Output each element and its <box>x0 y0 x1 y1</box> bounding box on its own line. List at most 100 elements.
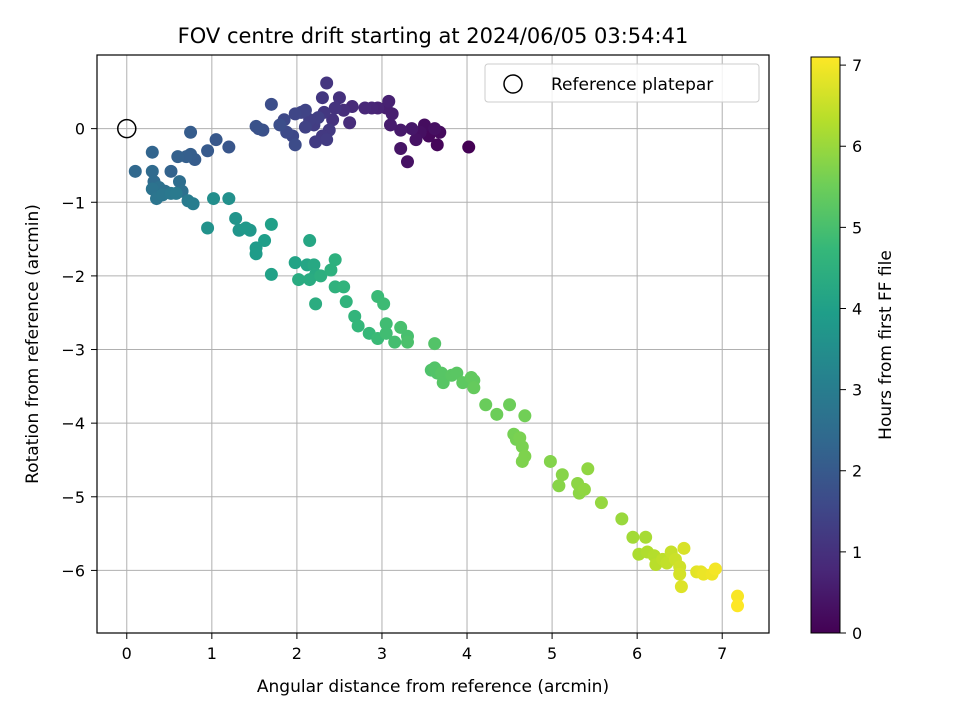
y-tick-label-3: −3 <box>61 341 85 360</box>
x-tick-label-6: 6 <box>632 644 642 663</box>
data-point-161 <box>731 599 745 613</box>
data-point-26 <box>315 91 329 105</box>
data-point-81 <box>258 234 272 248</box>
data-point-35 <box>298 120 312 134</box>
data-point-48 <box>222 140 236 154</box>
data-point-47 <box>249 119 263 133</box>
data-point-91 <box>309 297 323 311</box>
data-point-73 <box>222 192 236 206</box>
data-point-22 <box>332 91 346 105</box>
data-point-109 <box>400 335 414 349</box>
data-point-97 <box>339 295 353 309</box>
data-point-86 <box>303 234 317 248</box>
data-point-153 <box>677 541 691 555</box>
data-point-106 <box>388 335 402 349</box>
y-tick-label-4: −4 <box>61 414 85 433</box>
data-point-138 <box>581 462 595 476</box>
data-point-89 <box>303 273 317 287</box>
data-point-159 <box>708 562 722 576</box>
data-point-50 <box>201 144 215 158</box>
x-tick-label-3: 3 <box>377 644 387 663</box>
data-point-154 <box>674 580 688 594</box>
data-points <box>128 76 745 613</box>
data-point-15 <box>382 94 396 108</box>
colorbar-tick-label-7: 7 <box>852 56 862 75</box>
data-point-122 <box>479 398 493 412</box>
data-point-8 <box>400 155 414 169</box>
x-tick-label-5: 5 <box>547 644 557 663</box>
x-axis-label: Angular distance from reference (arcmin) <box>257 677 609 697</box>
data-point-57 <box>145 145 159 159</box>
data-point-1 <box>430 138 444 152</box>
data-point-20 <box>343 116 357 130</box>
data-point-107 <box>394 320 408 334</box>
data-point-104 <box>379 317 393 331</box>
legend: Reference platepar <box>484 63 760 103</box>
data-point-43 <box>273 118 287 132</box>
data-point-59 <box>145 164 159 178</box>
data-point-0 <box>462 140 476 154</box>
data-point-18 <box>358 101 372 115</box>
data-point-24 <box>326 113 340 127</box>
reference-point-marker <box>117 118 137 139</box>
data-point-7 <box>409 133 423 147</box>
data-point-5 <box>428 122 442 136</box>
data-point-37 <box>298 103 312 117</box>
data-point-78 <box>239 221 253 235</box>
data-point-72 <box>207 192 221 206</box>
colorbar-tick-label-4: 4 <box>852 299 862 318</box>
data-point-84 <box>288 256 302 270</box>
legend-open-circle-icon <box>503 74 523 94</box>
data-point-69 <box>169 186 183 200</box>
y-tick-label-5: −5 <box>61 488 85 507</box>
data-point-42 <box>288 138 302 152</box>
data-point-121 <box>467 381 481 395</box>
y-tick-label-0: 0 <box>75 120 85 139</box>
x-tick-label-4: 4 <box>462 644 472 663</box>
x-tick-label-7: 7 <box>717 644 727 663</box>
colorbar-ticks: 0 1 2 3 4 5 6 7 <box>840 56 862 643</box>
data-point-71 <box>186 197 200 211</box>
data-point-94 <box>328 253 342 267</box>
data-point-160 <box>731 589 745 603</box>
data-point-90 <box>292 273 306 287</box>
data-point-38 <box>288 107 302 121</box>
data-point-131 <box>515 454 529 468</box>
grid <box>97 55 769 633</box>
y-tick-label-2: −2 <box>61 267 85 286</box>
data-point-56 <box>164 164 178 178</box>
colorbar-tick-label-2: 2 <box>852 462 862 481</box>
data-point-139 <box>594 496 608 510</box>
data-point-137 <box>577 482 591 496</box>
data-point-74 <box>201 221 215 235</box>
data-point-114 <box>435 366 449 380</box>
x-axis-ticks: 0 1 2 3 4 5 6 7 <box>122 633 727 663</box>
data-point-9 <box>394 142 408 156</box>
data-point-124 <box>503 398 517 412</box>
data-point-105 <box>379 326 393 340</box>
data-point-25 <box>320 76 334 90</box>
data-point-141 <box>626 530 640 544</box>
colorbar-tick-label-1: 1 <box>852 543 862 562</box>
y-axis-ticks: 0 −1 −2 −3 −4 −5 −6 <box>61 120 97 580</box>
data-point-31 <box>320 133 334 147</box>
data-point-92 <box>314 269 328 283</box>
legend-box <box>484 63 760 103</box>
data-point-87 <box>307 258 321 272</box>
x-tick-label-1: 1 <box>207 644 217 663</box>
data-point-82 <box>264 217 278 231</box>
data-point-10 <box>405 122 419 136</box>
colorbar-tick-label-3: 3 <box>852 381 862 400</box>
y-tick-label-1: −1 <box>61 193 85 212</box>
data-point-133 <box>555 468 569 482</box>
data-point-140 <box>615 512 629 526</box>
data-point-55 <box>171 150 185 164</box>
data-point-30 <box>309 135 323 149</box>
data-point-132 <box>543 454 557 468</box>
y-tick-label-6: −6 <box>61 561 85 580</box>
y-axis-label: Rotation from reference (arcmin) <box>23 204 43 484</box>
chart-title: FOV centre drift starting at 2024/06/05 … <box>178 24 689 48</box>
data-point-123 <box>490 407 504 421</box>
data-point-12 <box>383 118 397 132</box>
